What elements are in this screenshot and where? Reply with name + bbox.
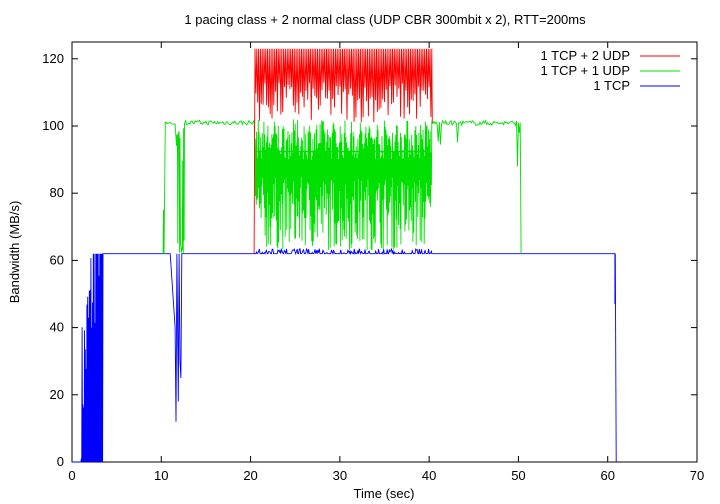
y-tick-label: 120 (42, 51, 64, 66)
x-tick-label: 70 (690, 468, 704, 483)
y-tick-label: 40 (50, 320, 64, 335)
y-tick-label: 60 (50, 252, 64, 267)
legend-entry: 1 TCP (593, 78, 630, 93)
x-tick-label: 10 (154, 468, 168, 483)
y-tick-label: 0 (57, 454, 64, 469)
y-tick-label: 100 (42, 118, 64, 133)
x-tick-label: 50 (511, 468, 525, 483)
series-line (253, 48, 433, 254)
series-line (162, 119, 522, 254)
series-layer (72, 48, 617, 463)
y-tick-label: 80 (50, 185, 64, 200)
x-axis-label: Time (sec) (354, 486, 415, 501)
x-tick-label: 20 (243, 468, 257, 483)
x-tick-label: 60 (600, 468, 614, 483)
y-axis-label: Bandwidth (MB/s) (7, 201, 22, 304)
x-tick-label: 30 (333, 468, 347, 483)
legend-entry: 1 TCP + 1 UDP (541, 63, 630, 78)
x-tick-label: 0 (68, 468, 75, 483)
chart-title: 1 pacing class + 2 normal class (UDP CBR… (184, 12, 586, 27)
y-tick-label: 20 (50, 387, 64, 402)
series-line (72, 247, 617, 463)
axis-ticks: 0 10 20 30 40 50 60 70 0 20 40 60 80 100 120 (42, 42, 704, 483)
x-tick-label: 40 (422, 468, 436, 483)
plot-frame (71, 41, 698, 463)
legend-entry: 1 TCP + 2 UDP (541, 48, 630, 63)
